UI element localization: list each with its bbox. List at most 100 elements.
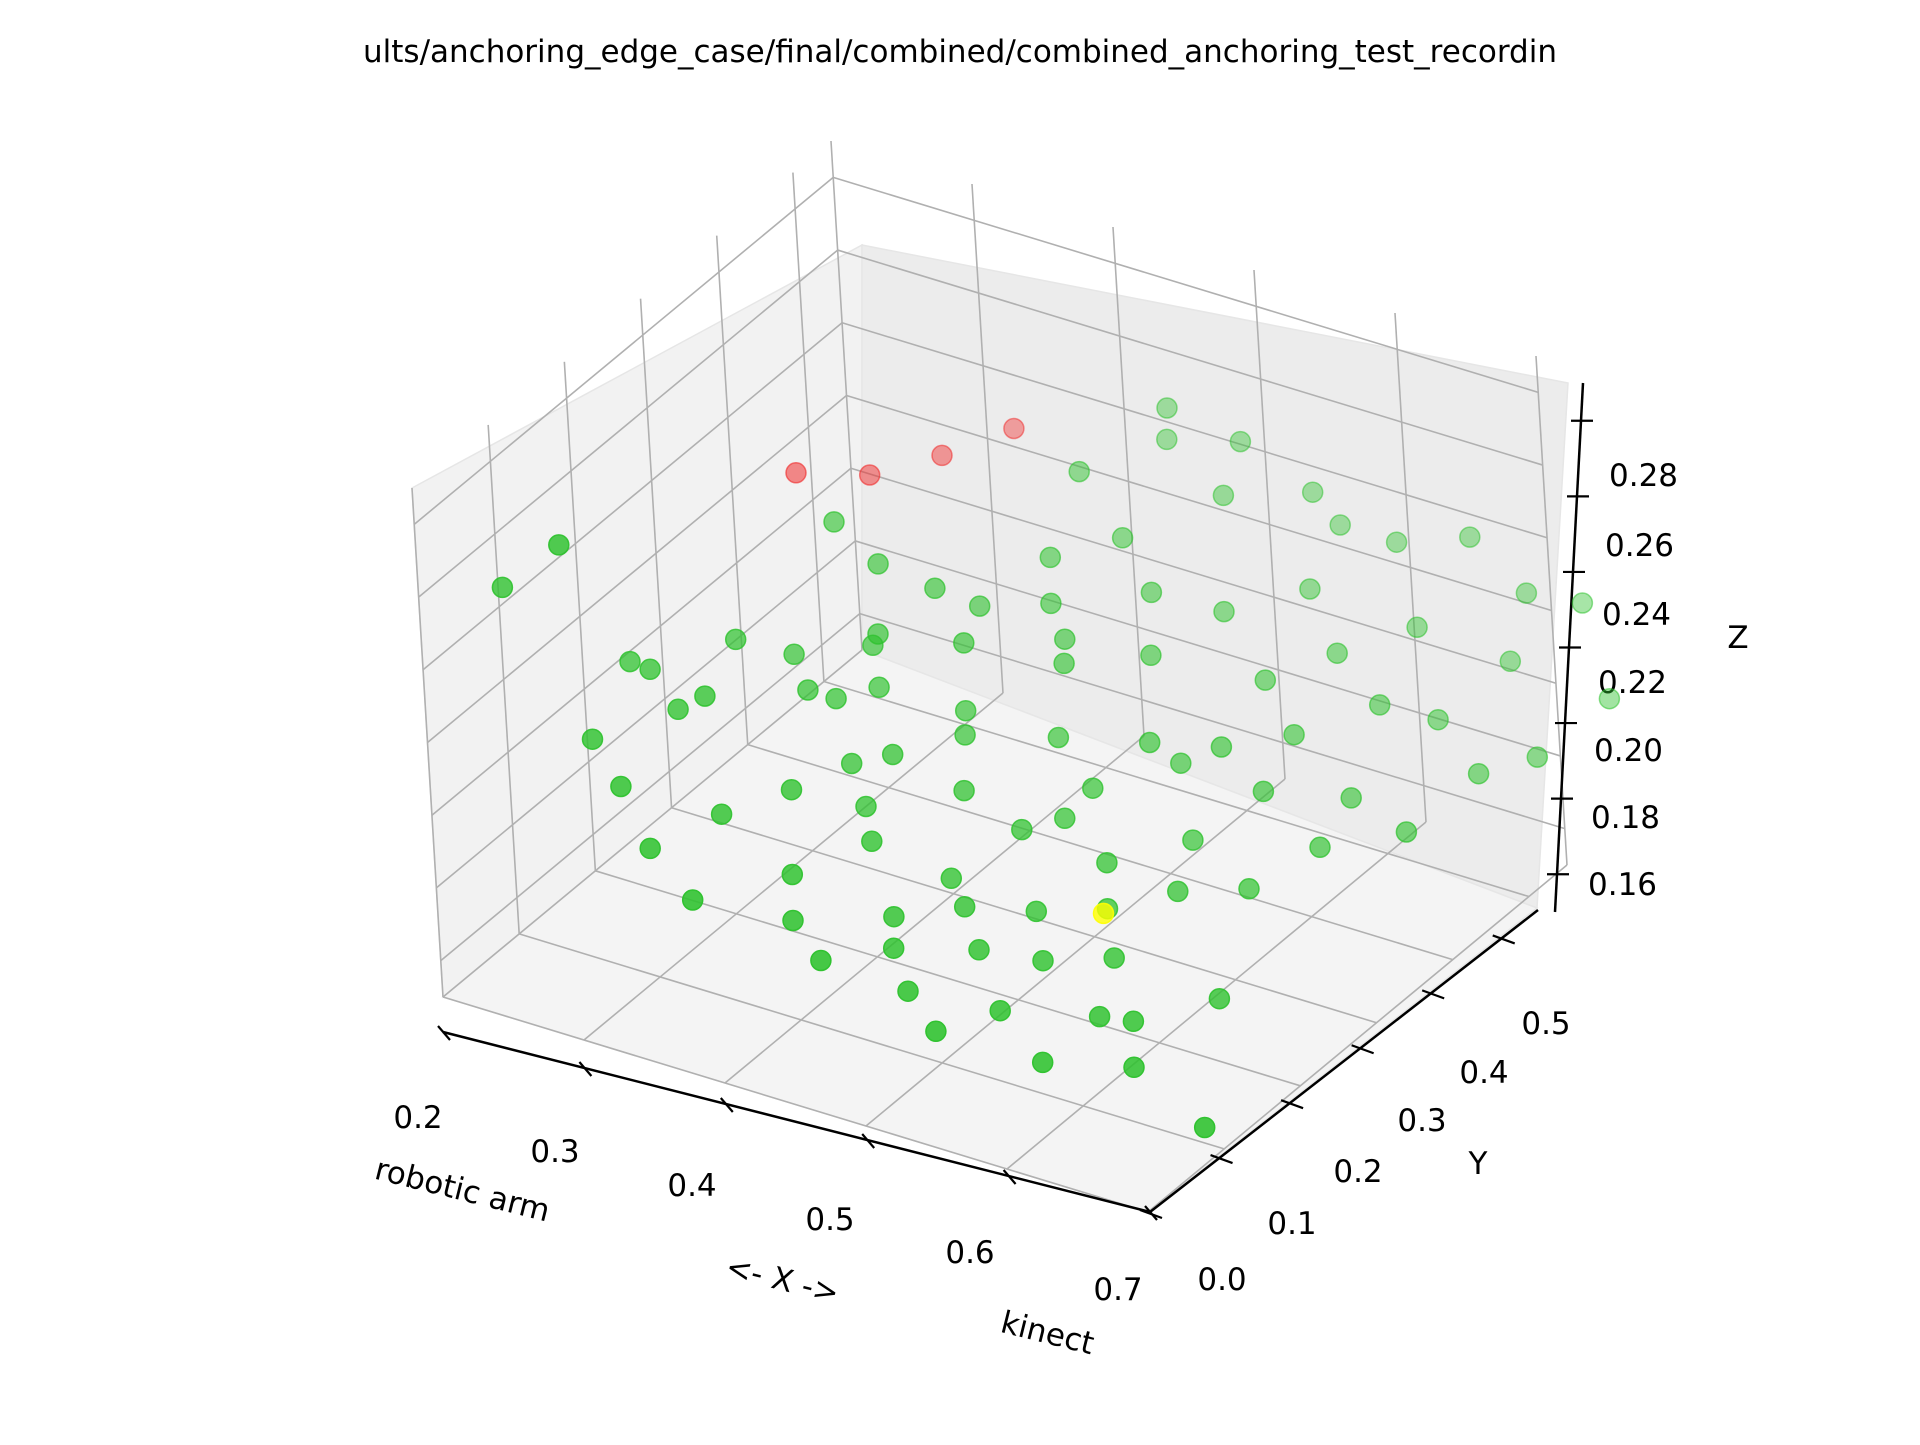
y-tick-mark	[1421, 989, 1445, 1000]
data-point-ok	[867, 553, 889, 575]
grid-line-z-left	[440, 613, 861, 962]
y-tick-mark	[1351, 1044, 1375, 1055]
data-point-ok	[1208, 987, 1231, 1010]
data-point-ok	[1326, 642, 1348, 664]
data-point-ok	[881, 743, 904, 766]
data-point-ok	[1031, 1051, 1054, 1074]
data-point-ok	[1299, 578, 1321, 600]
data-point-ok	[1140, 581, 1163, 604]
data-point-ok	[1499, 650, 1522, 673]
grid-line-z-back	[837, 249, 1543, 466]
chart-title: ults/anchoring_edge_case/final/combined/…	[363, 34, 1557, 70]
y-tick-label: 0.1	[1267, 1206, 1316, 1242]
data-point-ok	[1032, 949, 1054, 972]
x-tick-label: 0.3	[530, 1134, 579, 1170]
grid-line-y-floor	[823, 680, 1530, 898]
data-point-ok	[1011, 818, 1033, 841]
data-point-ok	[1138, 731, 1161, 754]
grid-line-x-floor	[865, 778, 1286, 1127]
grid-lines	[411, 140, 1568, 1213]
x-axis-label-right: kinect	[997, 1304, 1097, 1362]
data-point-ok	[1459, 526, 1481, 548]
data-point-ok	[1210, 736, 1233, 758]
data-point-ok	[1467, 762, 1490, 785]
grid-line-z-back	[841, 322, 1548, 539]
data-point-ok	[1140, 644, 1162, 667]
data-point-ok	[1040, 592, 1062, 615]
axis-panes	[411, 243, 1569, 1213]
data-point-ok	[1054, 628, 1076, 650]
data-point-ok	[1082, 777, 1104, 799]
data-point-ok	[782, 909, 804, 932]
grid-line-x-floor	[442, 649, 863, 998]
data-point-ok	[953, 632, 975, 654]
data-point-ok	[724, 628, 747, 651]
data-point-error	[931, 444, 953, 467]
data-point-ok	[1598, 687, 1621, 710]
grid-line-z-back	[859, 612, 1566, 830]
data-point-ok	[925, 1020, 947, 1043]
x-axis-label-center: <- X ->	[722, 1249, 843, 1312]
y-axis-label: Y	[1468, 1146, 1488, 1182]
x-tick-label: 0.6	[945, 1235, 994, 1271]
data-point-ok	[1103, 947, 1125, 969]
data-point-ok	[491, 576, 514, 599]
data-point-ok	[1254, 669, 1277, 691]
x-tick-label: 0.4	[667, 1168, 716, 1204]
data-point-ok	[1122, 1010, 1145, 1033]
data-point-ok	[1156, 397, 1178, 419]
data-point-error	[858, 464, 881, 486]
data-point-ok	[783, 643, 805, 666]
grid-line-x-floor	[724, 735, 1145, 1084]
data-point-ok	[1053, 652, 1075, 675]
data-point-ok	[825, 687, 847, 710]
x-tick-label: 0.2	[393, 1100, 442, 1136]
x-tick-labels: 0.2 0.3 0.4 0.5 0.6 0.7	[393, 1100, 1142, 1308]
data-point-ok	[1427, 708, 1449, 731]
data-point-ok	[548, 534, 570, 556]
data-point-ok	[1515, 582, 1538, 604]
data-point-ok	[610, 775, 632, 798]
y-tick-mark	[1139, 1208, 1163, 1220]
y-tick-mark	[1280, 1099, 1304, 1110]
z-tick-labels: 0.16 0.18 0.20 0.22 0.24 0.26 0.28	[1588, 458, 1678, 903]
z-tick-label: 0.28	[1609, 458, 1678, 494]
data-point-ok	[1193, 1116, 1216, 1139]
y-axis-line	[1149, 909, 1539, 1213]
data-point-ok	[882, 937, 905, 959]
y-tick-label: 0.5	[1521, 1006, 1570, 1042]
data-point-ok	[619, 650, 641, 673]
data-point-highlight	[1092, 902, 1115, 925]
data-point-ok	[1170, 752, 1192, 774]
data-point-ok	[1329, 514, 1351, 536]
y-tick-label: 0.3	[1397, 1103, 1446, 1139]
data-point-ok	[1213, 600, 1235, 623]
data-point-ok	[897, 980, 919, 1002]
data-point-ok	[1039, 546, 1062, 569]
data-point-error	[785, 462, 807, 484]
x-tick-mark	[861, 1133, 876, 1149]
x-axis-line	[442, 1030, 1151, 1214]
data-point-ok	[1340, 787, 1362, 809]
data-point-ok	[639, 658, 661, 681]
data-point-ok	[1406, 616, 1428, 639]
data-point-ok	[681, 889, 704, 911]
data-point-ok	[1111, 527, 1134, 549]
data-point-ok	[1395, 821, 1418, 843]
z-tick-label: 0.20	[1594, 733, 1663, 769]
data-point-ok	[1301, 481, 1324, 503]
data-point-ok	[883, 905, 905, 928]
scatter-points	[491, 397, 1621, 1139]
data-point-ok	[1096, 851, 1118, 874]
data-point-ok	[710, 803, 733, 825]
y-tick-mark	[1210, 1154, 1233, 1165]
x-tick-mark	[1002, 1169, 1017, 1185]
data-point-ok	[1229, 430, 1252, 453]
z-tick-label: 0.18	[1591, 800, 1660, 836]
grid-line-z-left	[422, 322, 843, 671]
grid-line-z-left	[413, 176, 834, 525]
data-point-ok	[867, 623, 889, 645]
data-point-ok	[1368, 694, 1391, 716]
